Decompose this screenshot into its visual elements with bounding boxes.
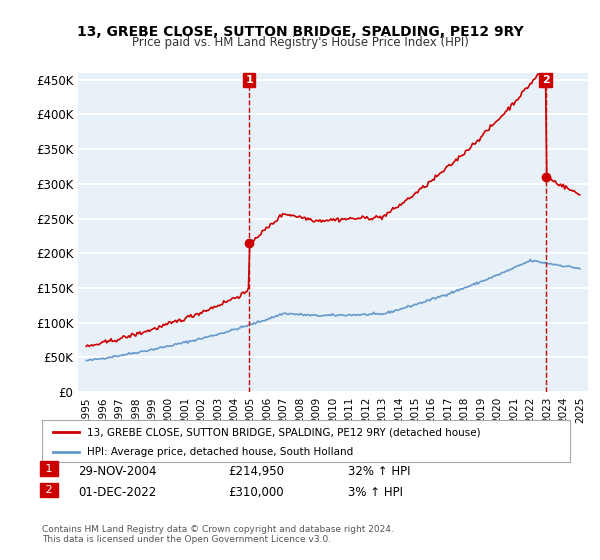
Text: 13, GREBE CLOSE, SUTTON BRIDGE, SPALDING, PE12 9RY (detached house): 13, GREBE CLOSE, SUTTON BRIDGE, SPALDING… — [87, 428, 481, 437]
Text: 2: 2 — [42, 485, 56, 495]
Text: HPI: Average price, detached house, South Holland: HPI: Average price, detached house, Sout… — [87, 447, 353, 458]
Text: 13, GREBE CLOSE, SUTTON BRIDGE, SPALDING, PE12 9RY: 13, GREBE CLOSE, SUTTON BRIDGE, SPALDING… — [77, 25, 523, 39]
Text: 1: 1 — [245, 74, 253, 85]
Text: 2: 2 — [542, 74, 550, 85]
Text: £310,000: £310,000 — [228, 486, 284, 500]
Text: Contains HM Land Registry data © Crown copyright and database right 2024.
This d: Contains HM Land Registry data © Crown c… — [42, 525, 394, 544]
Text: 32% ↑ HPI: 32% ↑ HPI — [348, 465, 410, 478]
Text: 01-DEC-2022: 01-DEC-2022 — [78, 486, 156, 500]
Text: 3% ↑ HPI: 3% ↑ HPI — [348, 486, 403, 500]
Text: £214,950: £214,950 — [228, 465, 284, 478]
Text: 1: 1 — [42, 464, 56, 474]
Text: 29-NOV-2004: 29-NOV-2004 — [78, 465, 157, 478]
Text: Price paid vs. HM Land Registry's House Price Index (HPI): Price paid vs. HM Land Registry's House … — [131, 36, 469, 49]
